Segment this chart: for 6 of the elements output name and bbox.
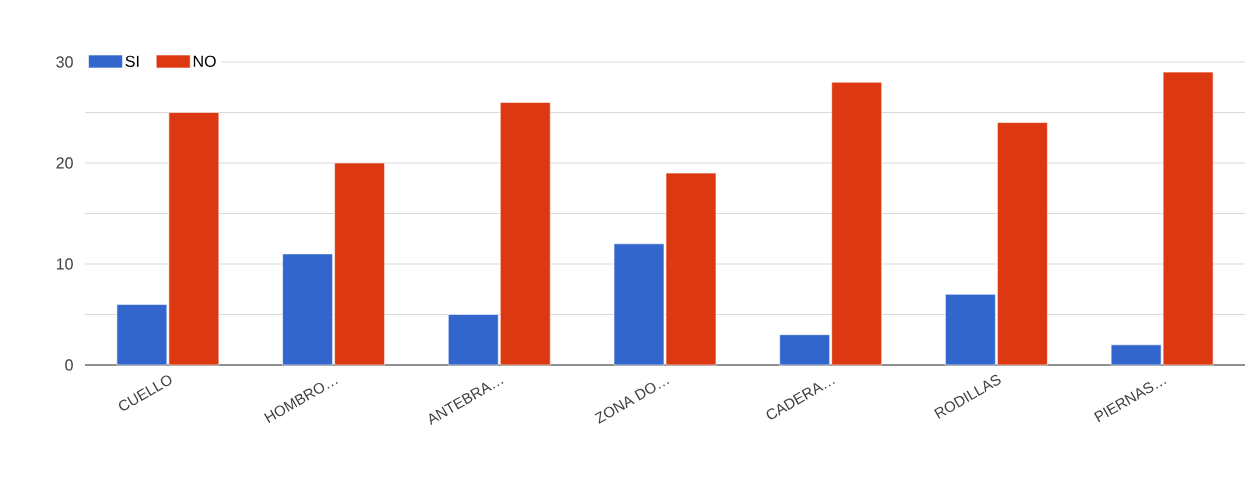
y-tick-label: 0 [65, 359, 73, 371]
y-tick-label: 20 [56, 157, 73, 169]
legend-label: NO [193, 55, 216, 67]
y-tick-label: 10 [56, 258, 73, 270]
y-tick-label: 30 [56, 56, 73, 68]
legend-label: SI [125, 55, 139, 67]
